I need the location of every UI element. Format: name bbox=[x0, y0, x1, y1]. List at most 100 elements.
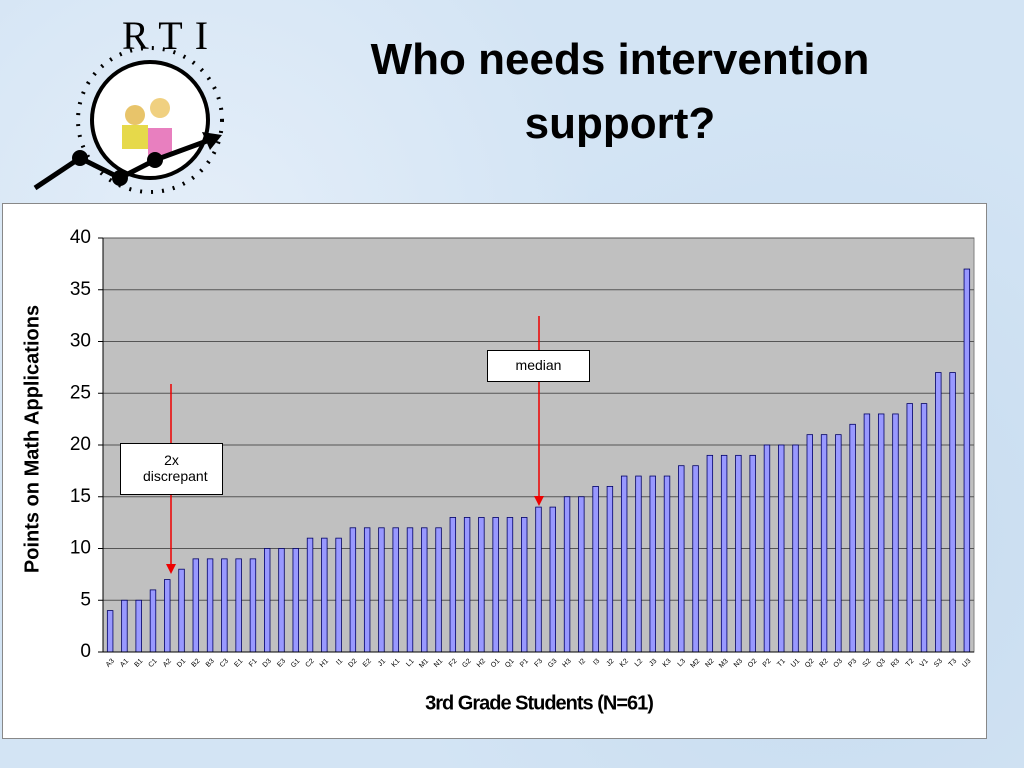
bar bbox=[706, 454, 714, 653]
x-tick-label: H3 bbox=[561, 658, 572, 669]
bar bbox=[849, 423, 856, 653]
bar bbox=[763, 444, 771, 653]
x-tick-label: O3 bbox=[833, 658, 845, 670]
x-tick-label: L3 bbox=[677, 658, 688, 669]
bar bbox=[535, 506, 542, 653]
x-tick-label: A1 bbox=[119, 658, 130, 669]
bar bbox=[820, 434, 828, 653]
bar bbox=[249, 558, 257, 653]
x-tick-label: Q1 bbox=[504, 658, 516, 670]
x-tick-label: S3 bbox=[933, 658, 944, 669]
x-tick-label: K1 bbox=[390, 658, 401, 669]
x-tick-label: S2 bbox=[862, 658, 873, 669]
bar bbox=[635, 475, 642, 653]
x-tick-label: C2 bbox=[304, 658, 315, 669]
x-tick-label: R2 bbox=[819, 658, 830, 669]
x-tick-label: K3 bbox=[662, 658, 673, 669]
y-tick-label: 10 bbox=[70, 538, 91, 559]
x-tick-label: P3 bbox=[847, 658, 858, 669]
logo: RTI bbox=[33, 13, 224, 194]
discrepant-note: 2x discrepant bbox=[120, 443, 223, 495]
bar bbox=[663, 475, 671, 653]
bar bbox=[720, 454, 728, 653]
x-tick-label: F2 bbox=[448, 658, 459, 669]
x-tick-label: L1 bbox=[405, 658, 416, 669]
logo-dots bbox=[76, 46, 224, 194]
x-tick-label: F3 bbox=[533, 658, 544, 669]
x-tick-label: J1 bbox=[377, 658, 387, 668]
bar bbox=[920, 403, 928, 653]
bar bbox=[863, 413, 871, 653]
bar bbox=[506, 517, 514, 653]
logo-dot bbox=[72, 150, 88, 166]
logo-dot bbox=[112, 170, 128, 186]
x-tick-label: N2 bbox=[704, 658, 715, 669]
logo-kid bbox=[148, 128, 172, 156]
logo-kid bbox=[122, 125, 148, 149]
bar bbox=[292, 548, 299, 653]
bar bbox=[792, 444, 799, 653]
bar bbox=[335, 537, 342, 653]
bar bbox=[106, 610, 114, 653]
bar bbox=[835, 434, 842, 653]
bar bbox=[478, 517, 485, 653]
x-tick-label: M3 bbox=[718, 658, 730, 670]
x-tick-label: M1 bbox=[418, 658, 430, 670]
x-tick-label: P1 bbox=[519, 658, 530, 669]
bar bbox=[563, 496, 571, 653]
bar bbox=[135, 599, 142, 653]
bar bbox=[378, 527, 385, 653]
x-tick-label: Q3 bbox=[875, 658, 887, 670]
x-tick-label: G2 bbox=[461, 658, 473, 670]
x-tick-label: T1 bbox=[776, 658, 787, 669]
x-tick-label: L2 bbox=[634, 658, 645, 669]
bar bbox=[178, 568, 185, 653]
bar bbox=[692, 465, 699, 653]
bar bbox=[121, 599, 128, 653]
x-tick-label: V1 bbox=[919, 658, 930, 669]
x-tick-label: J2 bbox=[605, 658, 615, 668]
x-tick-label: B1 bbox=[133, 658, 144, 669]
y-tick-label: 25 bbox=[70, 382, 91, 403]
median-note: median bbox=[487, 350, 590, 382]
y-tick-label: 30 bbox=[70, 331, 91, 352]
y-tick-label: 5 bbox=[80, 589, 91, 610]
chart: Points on Math Applications 3rd Grade St… bbox=[21, 227, 975, 714]
x-tick-label: G1 bbox=[290, 658, 302, 670]
x-tick-label: C3 bbox=[219, 658, 230, 669]
x-tick-label: D3 bbox=[262, 658, 273, 669]
bar bbox=[963, 268, 971, 653]
bar bbox=[363, 527, 371, 653]
y-tick-label: 0 bbox=[80, 641, 91, 662]
x-tick-label: E2 bbox=[362, 658, 373, 669]
y-tick-label: 35 bbox=[70, 279, 91, 300]
y-axis-title: Points on Math Applications bbox=[21, 305, 43, 573]
bar bbox=[235, 558, 242, 653]
x-tick-label: E3 bbox=[276, 658, 287, 669]
x-tick-label: C1 bbox=[147, 658, 158, 669]
bar bbox=[735, 454, 742, 653]
x-tick-label: E1 bbox=[233, 658, 244, 669]
x-tick-label: D2 bbox=[347, 658, 358, 669]
chart-panel: Points on Math Applications 3rd Grade St… bbox=[2, 203, 987, 739]
x-tick-label: N3 bbox=[733, 658, 744, 669]
logo-kid bbox=[125, 105, 145, 125]
x-tick-label: D1 bbox=[176, 658, 187, 669]
x-tick-label: P2 bbox=[762, 658, 773, 669]
x-tick-label: I2 bbox=[578, 658, 587, 667]
median-arrowhead bbox=[534, 496, 544, 506]
x-tick-label: R3 bbox=[890, 658, 901, 669]
logo-dot bbox=[147, 152, 163, 168]
bar bbox=[192, 558, 200, 653]
bar bbox=[935, 372, 942, 653]
bar bbox=[149, 589, 157, 653]
bar bbox=[678, 465, 685, 653]
x-tick-label: I3 bbox=[592, 658, 601, 667]
bar bbox=[620, 475, 628, 653]
x-tick-label: A3 bbox=[105, 658, 116, 669]
y-tick-label: 15 bbox=[70, 486, 91, 507]
bar bbox=[949, 372, 956, 653]
bar bbox=[578, 496, 585, 653]
bar bbox=[892, 413, 899, 653]
bar bbox=[206, 558, 214, 653]
